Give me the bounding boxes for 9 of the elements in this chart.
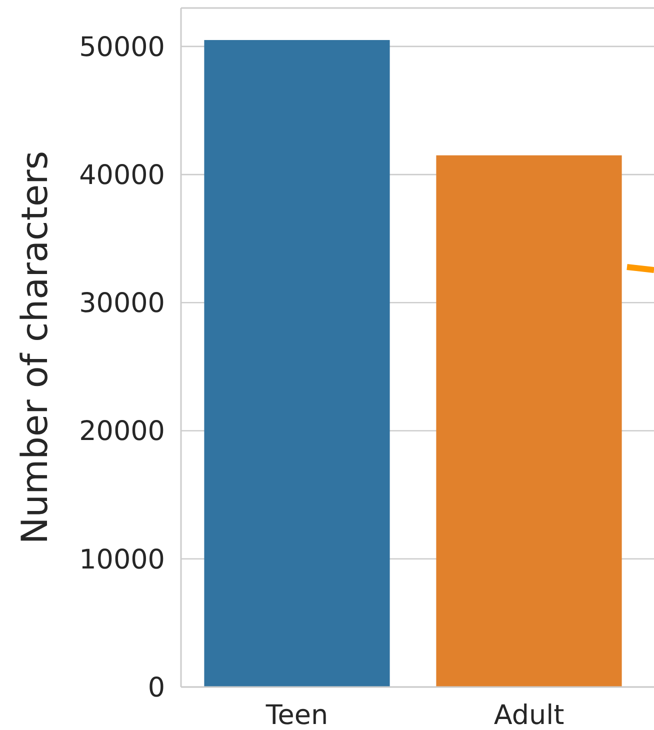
y-axis-title: Number of characters — [15, 150, 56, 544]
y-tick-label: 10000 — [79, 544, 165, 576]
y-tick-label: 20000 — [79, 416, 165, 448]
y-tick-label: 0 — [148, 672, 165, 704]
y-tick-label: 50000 — [79, 32, 165, 63]
y-tick-label: 30000 — [79, 288, 165, 320]
x-tick-label: Adult — [494, 700, 564, 730]
y-tick-label: 40000 — [79, 160, 165, 191]
x-tick-label: Teen — [264, 700, 328, 730]
